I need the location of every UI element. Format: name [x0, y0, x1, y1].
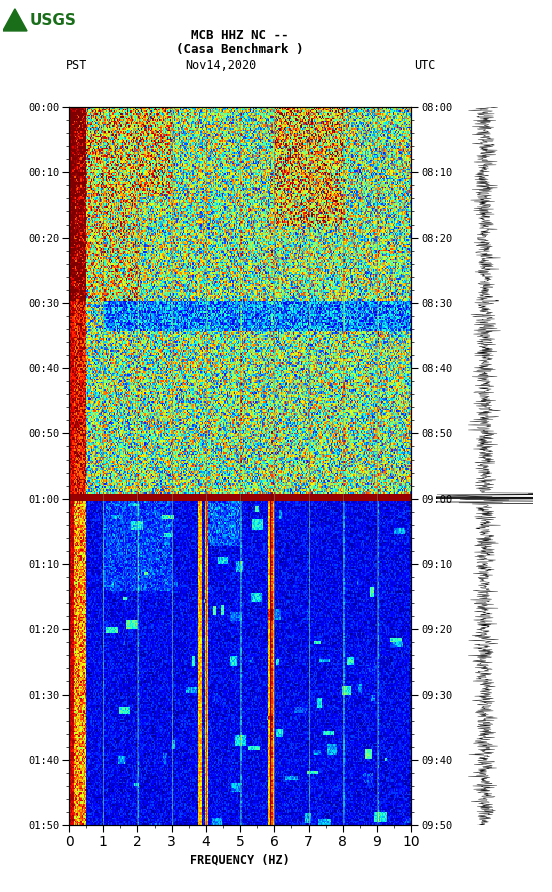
Polygon shape	[3, 9, 27, 31]
Text: MCB HHZ NC --: MCB HHZ NC --	[192, 29, 289, 42]
Text: USGS: USGS	[29, 13, 76, 29]
Text: UTC: UTC	[414, 59, 436, 71]
Text: Nov14,2020: Nov14,2020	[185, 59, 256, 71]
Text: PST: PST	[66, 59, 88, 71]
Text: (Casa Benchmark ): (Casa Benchmark )	[177, 43, 304, 55]
X-axis label: FREQUENCY (HZ): FREQUENCY (HZ)	[190, 853, 290, 866]
